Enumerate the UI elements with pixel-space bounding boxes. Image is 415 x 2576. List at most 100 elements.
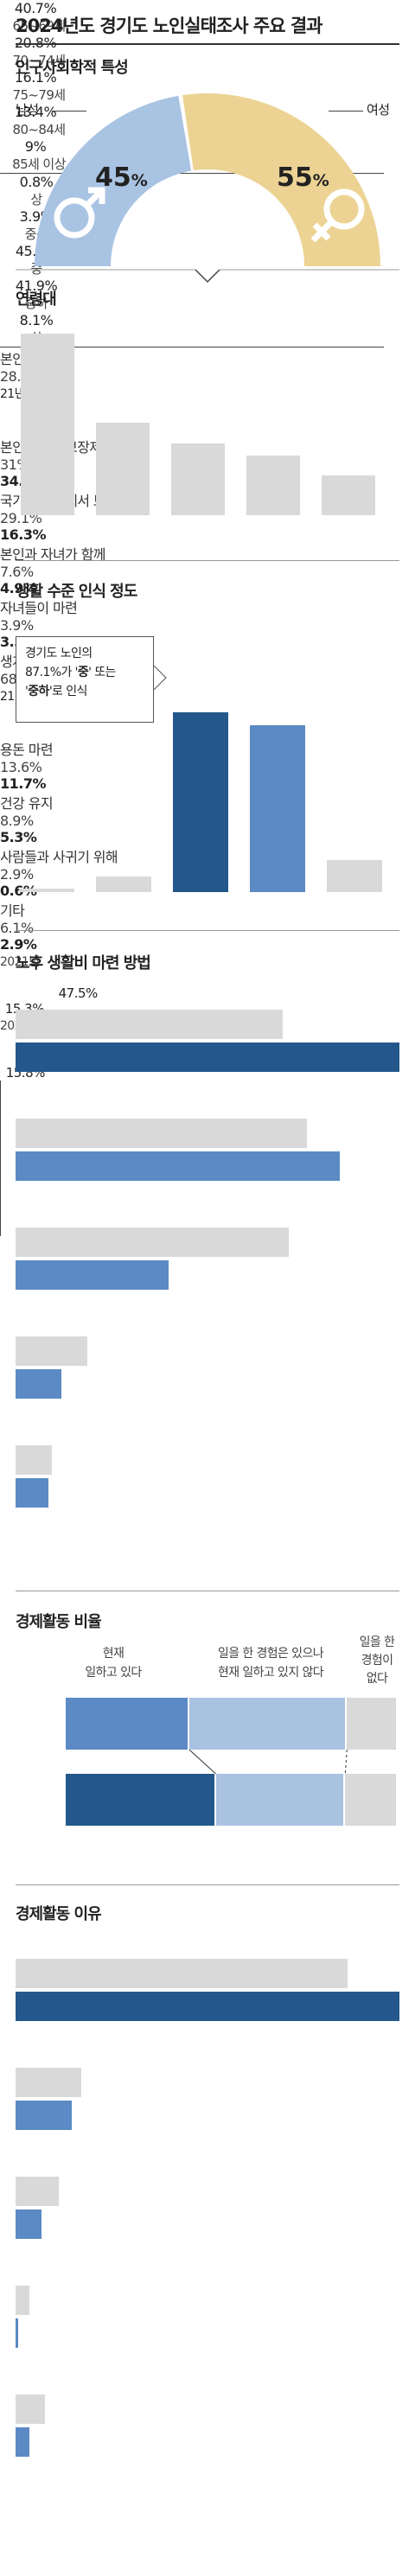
bar-21 xyxy=(16,1010,284,1039)
bar-21 xyxy=(16,1336,87,1366)
age-bar xyxy=(96,422,150,515)
living-category-label: 중하 xyxy=(24,296,48,311)
bar-24 xyxy=(16,1478,48,1508)
value-21: 6.1% xyxy=(0,920,34,936)
econ-segment xyxy=(66,1774,214,1826)
living-divider xyxy=(16,930,399,931)
bar-21 xyxy=(16,1445,53,1475)
group-label: 본인과 자녀가 함께 xyxy=(0,546,106,563)
age-bar xyxy=(322,475,375,515)
bar-24 xyxy=(16,2209,42,2239)
male-percent: 45% xyxy=(95,163,148,193)
living-section-title: 생활 수준 인식 정도 xyxy=(16,583,137,601)
group-label: 기타 xyxy=(0,902,25,919)
value-21: 8.9% xyxy=(0,813,34,829)
value-24: 16.3% xyxy=(0,526,47,543)
male-percent-value: 45 xyxy=(95,163,131,193)
living-note-box: 경기도 노인의 87.1%가 '중' 또는 '중하'로 인식 xyxy=(16,636,154,723)
econ-col2-header: 일을 한 경험은 있으나 현재 일하고 있지 않다 xyxy=(217,1647,324,1680)
year-label-24: 24년 xyxy=(0,421,26,435)
title-divider xyxy=(16,43,399,45)
living-axis-line xyxy=(0,347,384,348)
econ-divider xyxy=(16,1884,399,1885)
age-axis-line xyxy=(0,173,384,174)
living-bar xyxy=(327,859,382,892)
value-24: 2.9% xyxy=(0,936,37,953)
age-category-label: 85세 이상 xyxy=(12,156,66,172)
age-bar xyxy=(21,334,74,515)
female-percent-unit: % xyxy=(312,171,329,190)
value-24: 0.6% xyxy=(0,883,415,899)
age-category-label: 70~74세 xyxy=(12,53,67,68)
value-24: 4.9% xyxy=(0,580,37,596)
econ-section-title: 경제활동 비율 xyxy=(16,1613,102,1631)
bar-24 xyxy=(16,2318,19,2348)
female-symbol-icon xyxy=(310,188,365,243)
year-label-24: 24년 xyxy=(0,724,26,737)
living-value-label: 8.1% xyxy=(19,312,54,328)
age-category-label: 75~79세 xyxy=(12,87,67,103)
group-label: 용돈 마련 xyxy=(0,742,54,758)
bar-21 xyxy=(16,1119,307,1148)
male-percent-unit: % xyxy=(131,171,148,190)
econ-segment xyxy=(66,1698,188,1750)
econ-col1-header: 현재 일하고 있다 xyxy=(85,1647,142,1680)
value-24: 11.7% xyxy=(0,775,47,792)
bar-24 xyxy=(16,1992,399,2021)
age-value-label: 20.8% xyxy=(14,35,57,51)
bar-21 xyxy=(16,1227,289,1257)
value-21: 2.9% xyxy=(0,866,34,883)
value-21: 3.9% xyxy=(0,617,34,634)
male-symbol-icon xyxy=(54,187,105,239)
age-value-label: 40.7% xyxy=(14,0,57,16)
note-line-2: 87.1%가 '중' 또는 xyxy=(25,666,116,679)
bar-21 xyxy=(16,2177,59,2206)
donut-pointer xyxy=(195,269,220,284)
gender-donut-chart xyxy=(16,93,399,284)
bar-24 xyxy=(16,1260,169,1290)
group-label: 사람들과 사귀기 위해 xyxy=(0,849,118,865)
bar-21 xyxy=(16,2068,82,2097)
page-title: 2024년도 경기도 노인실태조사 주요 결과 xyxy=(16,16,322,36)
living-category-label: 상 xyxy=(30,192,42,207)
living-bar xyxy=(96,877,151,892)
econ-col3-header: 일을 한 경험이 없다 xyxy=(359,1636,395,1686)
living-value-label: 41.9% xyxy=(15,277,58,294)
gender-line-left xyxy=(52,111,86,112)
living-bar xyxy=(173,712,228,892)
bar-24 xyxy=(16,1151,340,1181)
bar-21 xyxy=(16,2394,46,2424)
econ-segment xyxy=(215,1774,344,1826)
bar-24 xyxy=(16,1043,399,1072)
gender-line-right xyxy=(329,111,363,112)
age-value-label: 16.1% xyxy=(14,69,57,86)
female-percent-value: 55 xyxy=(277,163,313,193)
econ-segment xyxy=(345,1774,396,1826)
age-category-label: 65~69세 xyxy=(12,18,67,34)
bar-24 xyxy=(16,1369,62,1399)
value-21: 7.6% xyxy=(0,564,34,580)
funding-section-title: 노후 생활비 마련 방법 xyxy=(16,954,151,972)
bar-21 xyxy=(16,1959,348,1988)
econ-segment xyxy=(188,1698,346,1750)
age-value-label: 13.4% xyxy=(14,104,57,120)
female-label: 여성 xyxy=(367,102,390,118)
gender-section-title: 인구사회학적 특성 xyxy=(16,59,129,77)
age-bar xyxy=(246,455,300,515)
econ-segment xyxy=(347,1698,396,1750)
age-bar xyxy=(171,443,225,515)
male-label: 남성 xyxy=(16,102,39,118)
bar-24 xyxy=(16,2427,30,2457)
econ-axis-line xyxy=(0,1081,415,1236)
living-bar xyxy=(250,725,305,892)
econ-connector-lines xyxy=(188,1750,348,1775)
econ-value-label: 37.2% xyxy=(39,970,83,985)
age-divider xyxy=(16,560,399,561)
note-line-3: '중하'로 인식 xyxy=(25,685,87,698)
living-bar xyxy=(19,889,74,892)
bar-24 xyxy=(16,2101,73,2130)
econ-year-label: 2021년 xyxy=(0,955,40,969)
year-label-21: 21년 xyxy=(0,387,26,401)
note-pointer xyxy=(154,666,167,691)
bar-21 xyxy=(16,2286,30,2315)
